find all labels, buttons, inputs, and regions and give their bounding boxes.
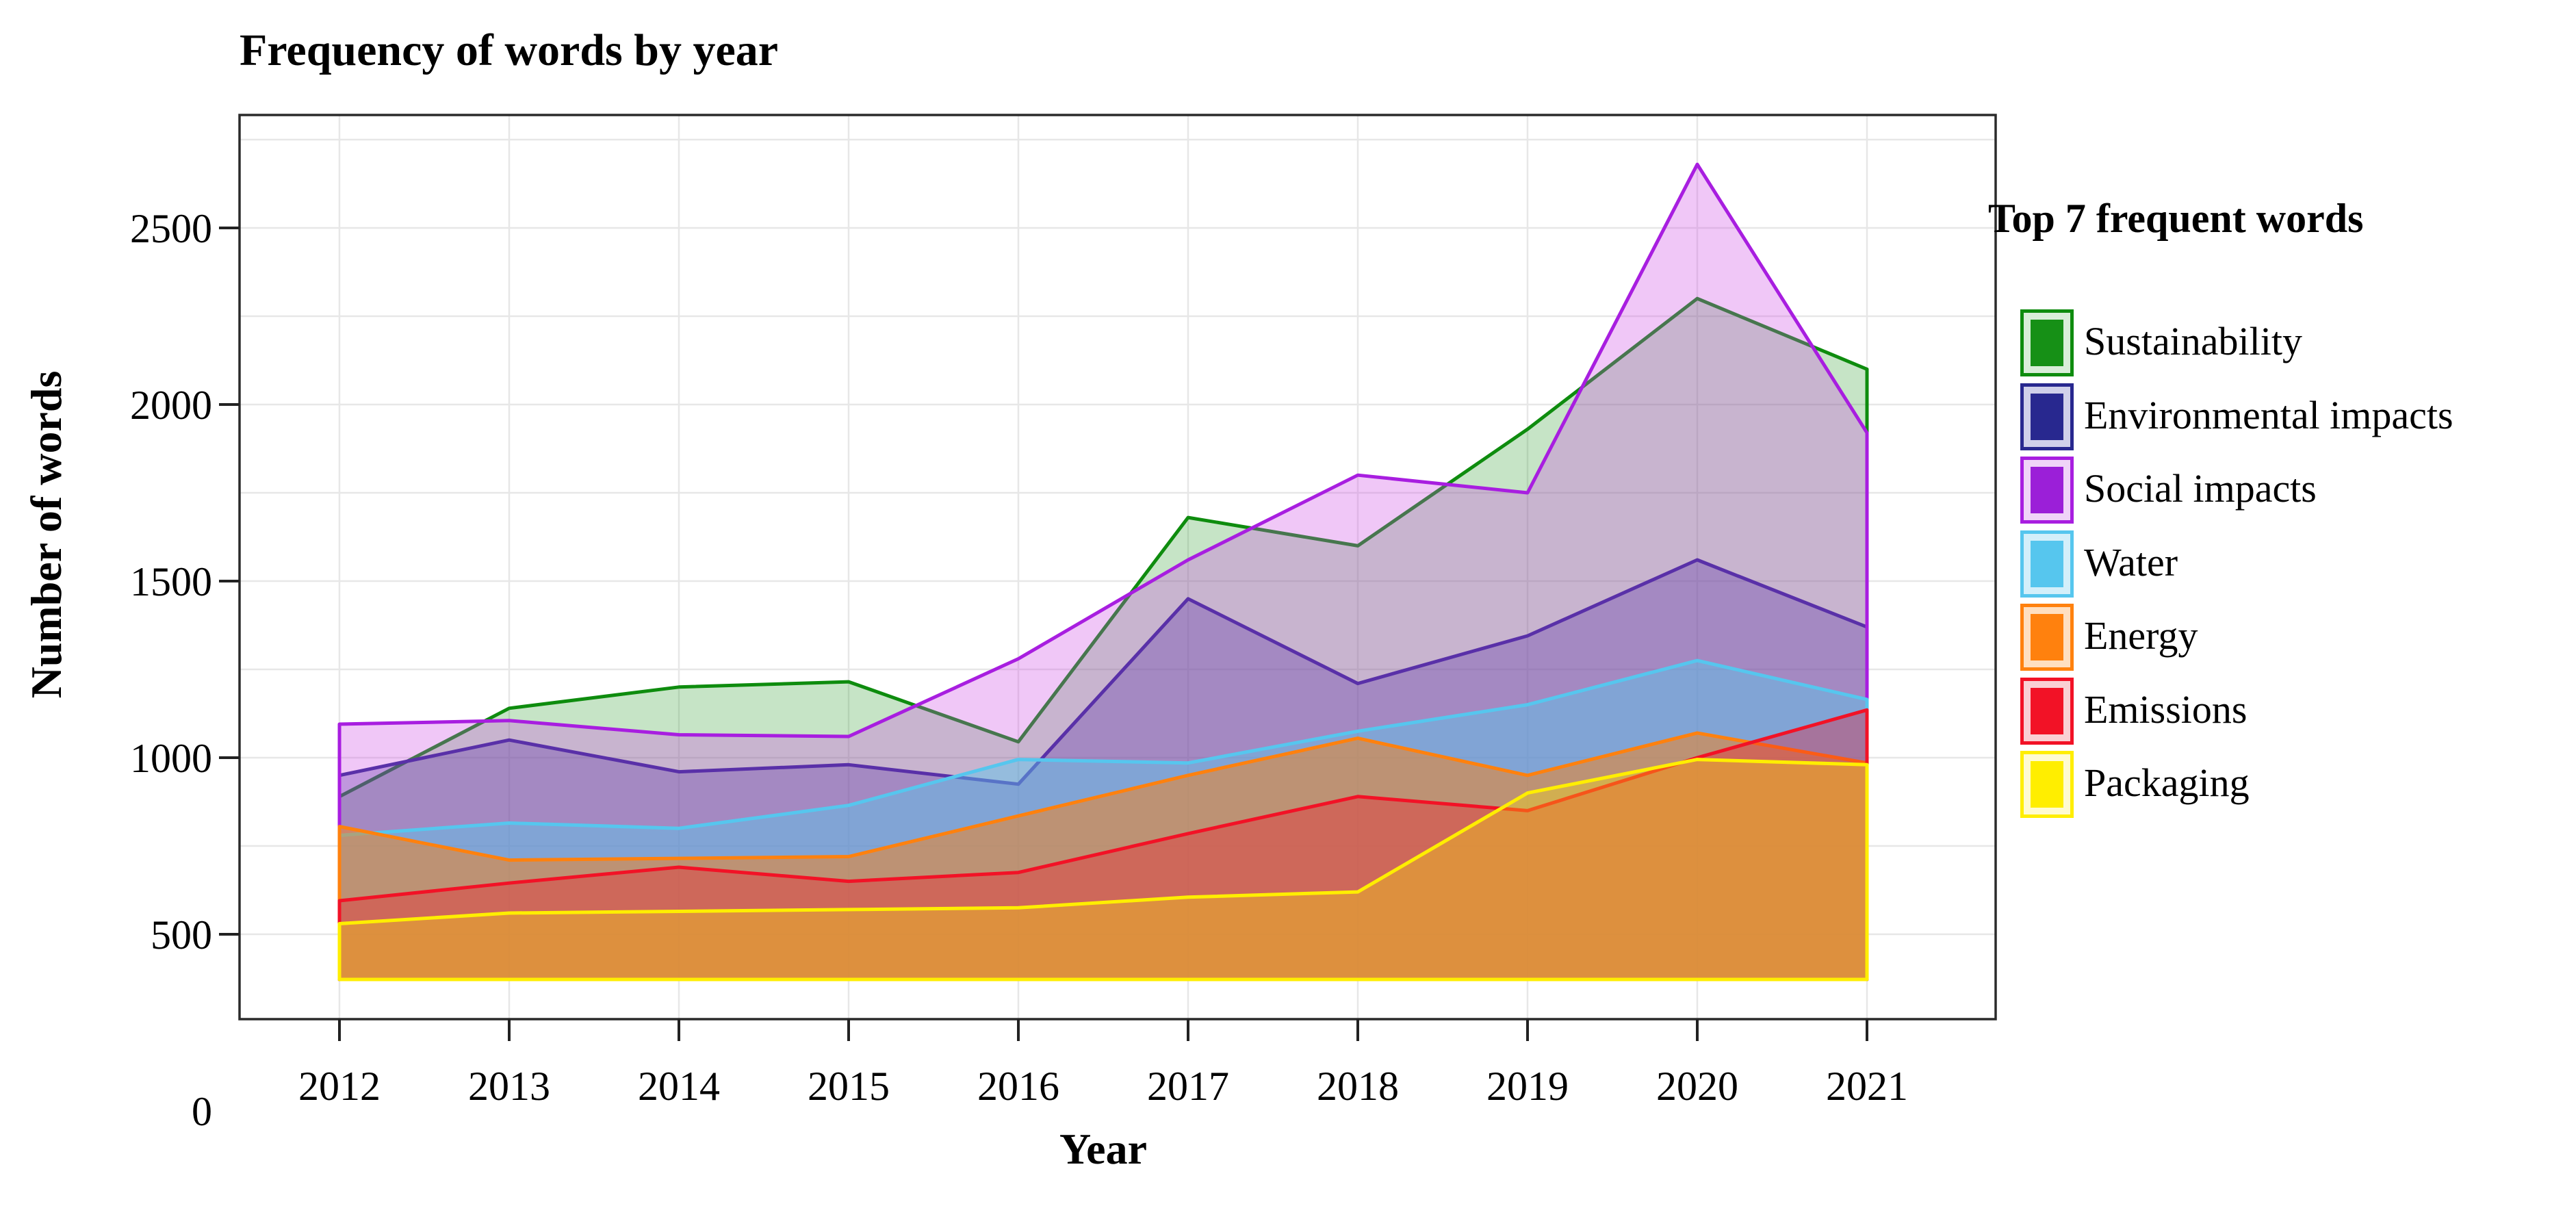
legend-item-water: Water — [1988, 530, 2563, 598]
y-tick-label: 2500 — [130, 206, 212, 251]
legend-swatch-icon — [2020, 751, 2074, 818]
legend-swatch-icon — [2020, 530, 2074, 598]
panel-border — [238, 114, 1997, 1021]
x-tick-label: 2018 — [1317, 1064, 1399, 1109]
legend-item-label: Social impacts — [2084, 465, 2317, 511]
legend-item-emissions: Emissions — [1988, 677, 2563, 745]
y-axis-title: Number of words — [22, 370, 70, 699]
legend-item-label: Sustainability — [2084, 318, 2302, 363]
legend-title: Top 7 frequent words — [1988, 196, 2364, 241]
x-tick-label: 2021 — [1826, 1064, 1908, 1109]
x-tick-label: 2015 — [808, 1064, 890, 1109]
area-packaging — [337, 758, 1869, 982]
legend-swatch-fill — [2031, 467, 2063, 513]
x-tick-label: 2016 — [977, 1064, 1059, 1109]
legend-item-label: Energy — [2084, 613, 2198, 658]
legend-item-sustainability: Sustainability — [1988, 309, 2563, 376]
legend-items: Sustainability Environmental impacts Socia… — [1988, 309, 2563, 838]
legend-swatch-fill — [2031, 687, 2063, 734]
legend-swatch-fill — [2031, 393, 2063, 440]
legend-swatch-icon — [2020, 383, 2074, 450]
legend-swatch-icon — [2020, 604, 2074, 671]
legend-item-environmental-impacts: Environmental impacts — [1988, 383, 2563, 450]
legend-swatch-fill — [2031, 761, 2063, 808]
legend-item-label: Environmental impacts — [2084, 392, 2453, 437]
legend-swatch-icon — [2020, 309, 2074, 376]
legend-swatch-fill — [2031, 540, 2063, 587]
y-tick-label: 1500 — [130, 559, 212, 604]
x-tick-label: 2014 — [638, 1064, 720, 1109]
y-tick-label: 0 — [192, 1089, 212, 1134]
legend-swatch-fill — [2031, 320, 2063, 366]
x-tick-label: 2012 — [298, 1064, 381, 1109]
legend-item-label: Packaging — [2084, 760, 2250, 805]
y-tick-label: 500 — [151, 912, 212, 958]
x-axis-title: Year — [1059, 1125, 1147, 1173]
legend-swatch-fill — [2031, 614, 2063, 660]
legend: Top 7 frequent words Sustainability Envir… — [1988, 195, 2563, 838]
chart-title: Frequency of words by year — [240, 25, 779, 75]
legend-swatch-icon — [2020, 677, 2074, 745]
legend-item-social-impacts: Social impacts — [1988, 457, 2563, 524]
y-tick-label: 2000 — [130, 383, 212, 428]
x-tick-label: 2020 — [1656, 1064, 1738, 1109]
x-tick-label: 2013 — [468, 1064, 550, 1109]
legend-item-energy: Energy — [1988, 604, 2563, 671]
legend-swatch-icon — [2020, 457, 2074, 524]
y-tick-label: 1000 — [130, 736, 212, 781]
x-tick-label: 2019 — [1486, 1064, 1569, 1109]
legend-item-label: Water — [2084, 539, 2178, 585]
x-tick-label: 2017 — [1147, 1064, 1229, 1109]
legend-item-label: Emissions — [2084, 687, 2247, 732]
legend-item-packaging: Packaging — [1988, 751, 2563, 818]
